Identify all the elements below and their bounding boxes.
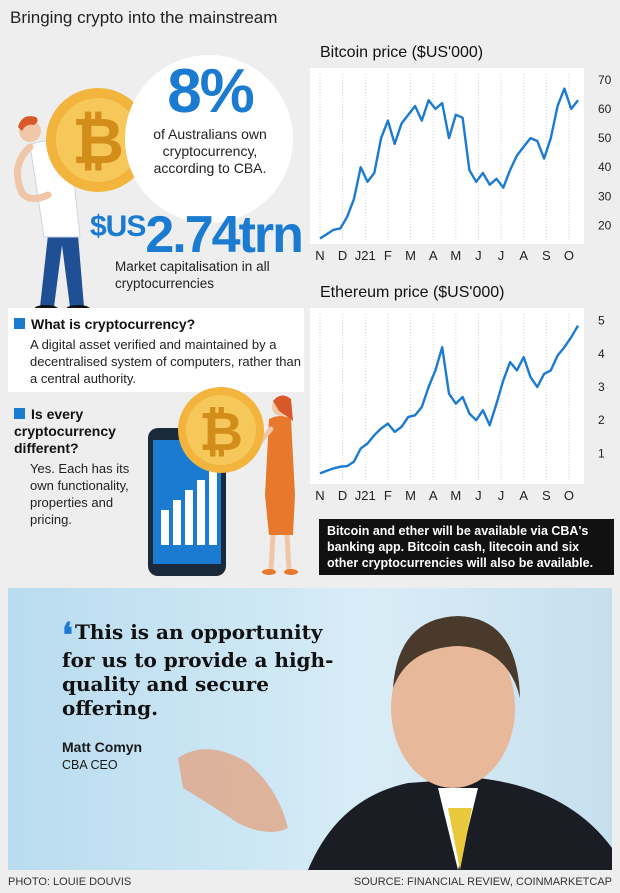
faq-question-2-text: Is every cryptocurrency different? [14, 406, 116, 456]
market-cap-description: Market capitalisation in all cryptocurre… [115, 259, 270, 291]
ethereum-x-tick-label: M [405, 488, 416, 503]
bitcoin-x-tick-label: J [475, 248, 482, 263]
market-cap-amount: 2.74trn [145, 206, 304, 264]
bitcoin-y-tick-label: 60 [598, 102, 612, 116]
source-credit: SOURCE: FINANCIAL REVIEW, COINMARKETCAP [353, 876, 612, 888]
bitcoin-x-tick-label: J [498, 248, 505, 263]
market-cap-currency: $US [90, 210, 146, 243]
faq-answer-2: Yes. Each has its own functionality, pro… [30, 461, 130, 527]
faq-answer-1: A digital asset verified and maintained … [30, 337, 301, 386]
stat-description: of Australians own cryptocurrency, accor… [153, 126, 267, 176]
ethereum-x-tick-label: S [542, 488, 551, 503]
svg-text:₿: ₿ [72, 105, 124, 177]
ceo-photo [8, 588, 612, 870]
ethereum-x-tick-label: J [498, 488, 505, 503]
bitcoin-x-tick-label: M [405, 248, 416, 263]
bitcoin-x-tick-label: A [519, 248, 528, 263]
bitcoin-x-tick-label: J21 [355, 248, 376, 263]
ethereum-x-tick-label: N [315, 488, 324, 503]
ceo-portrait-illustration [178, 616, 612, 870]
bitcoin-x-tick-label: M [450, 248, 461, 263]
phone-woman-illustration: ₿ [148, 387, 298, 576]
stat-value: 8% [167, 57, 255, 126]
bitcoin-plot-area [310, 68, 584, 244]
bitcoin-y-tick-label: 50 [598, 131, 612, 145]
page-title: Bringing crypto into the mainstream [10, 8, 278, 27]
ethereum-price-line [319, 324, 580, 475]
svg-text:₿: ₿ [199, 402, 243, 462]
bitcoin-coin-icon: ₿ [46, 88, 150, 192]
ethereum-x-tick-label: J [475, 488, 482, 503]
stat-circle [125, 55, 293, 223]
faq-question-1: What is cryptocurrency? [14, 316, 195, 332]
ethereum-x-tick-label: D [338, 488, 347, 503]
faq-question-1-text: What is cryptocurrency? [31, 316, 196, 332]
ethereum-y-tick-label: 5 [598, 314, 605, 328]
ethereum-y-tick-label: 1 [598, 446, 605, 460]
ethereum-y-tick-label: 3 [598, 380, 605, 394]
bitcoin-y-tick-label: 30 [598, 189, 612, 203]
quote-author-role: CBA CEO [62, 758, 118, 772]
ethereum-y-tick-label: 2 [598, 413, 605, 427]
bitcoin-x-tick-label: S [542, 248, 551, 263]
bitcoin-x-tick-label: D [338, 248, 347, 263]
faq-box [8, 308, 304, 392]
ethereum-x-tick-label: A [519, 488, 528, 503]
man-holding-coin-illustration: ₿ [14, 88, 150, 313]
market-cap-value: $US2.74trn [90, 205, 304, 265]
bitcoin-y-tick-label: 40 [598, 160, 612, 174]
ethereum-y-tick-label: 4 [598, 347, 605, 361]
cba-app-note: Bitcoin and ether will be available via … [319, 519, 614, 575]
bitcoin-coin-icon: ₿ [178, 387, 264, 473]
ethereum-x-tick-label: O [564, 488, 574, 503]
ethereum-x-tick-label: A [429, 488, 438, 503]
ethereum-x-tick-label: M [450, 488, 461, 503]
ethereum-x-tick-label: J21 [355, 488, 376, 503]
bullet-square-icon [14, 318, 25, 329]
ceo-quote: ❛ This is an opportunity for us to provid… [62, 619, 342, 720]
ceo-quote-text: This is an opportunity for us to provide… [62, 620, 334, 720]
ethereum-x-tick-label: F [384, 488, 392, 503]
bitcoin-chart-title: Bitcoin price ($US'000) [320, 44, 484, 61]
photo-credit: PHOTO: LOUIE DOUVIS [8, 876, 132, 888]
bitcoin-y-tick-label: 70 [598, 73, 612, 87]
quote-author-name: Matt Comyn [62, 739, 143, 755]
faq-question-2: Is every cryptocurrency different? [14, 406, 144, 457]
ethereum-plot-area [310, 308, 584, 484]
bitcoin-x-tick-label: N [315, 248, 324, 263]
bitcoin-price-line [319, 87, 579, 240]
bitcoin-x-tick-label: F [384, 248, 392, 263]
bitcoin-x-tick-label: O [564, 248, 574, 263]
ethereum-chart-title: Ethereum price ($US'000) [320, 284, 505, 301]
bitcoin-x-tick-label: A [429, 248, 438, 263]
bitcoin-y-tick-label: 20 [598, 218, 612, 232]
quote-mark-icon: ❛ [62, 616, 73, 656]
bullet-square-icon [14, 408, 25, 419]
